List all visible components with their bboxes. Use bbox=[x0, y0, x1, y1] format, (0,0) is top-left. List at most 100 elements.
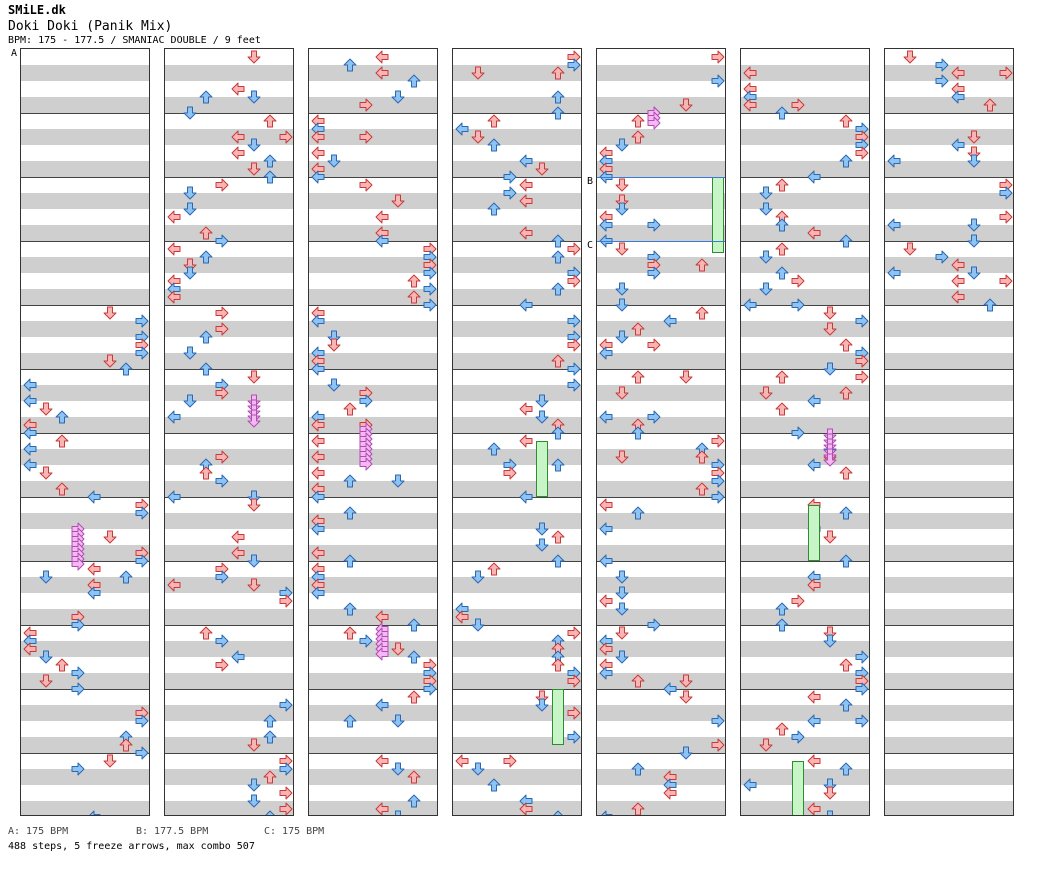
arrow-up-icon bbox=[551, 250, 565, 264]
bpm-change-line bbox=[597, 241, 725, 242]
beat-stripe bbox=[165, 705, 293, 721]
beat-stripe bbox=[741, 257, 869, 273]
arrow-down-icon bbox=[247, 90, 261, 104]
arrow-left-icon bbox=[231, 530, 245, 544]
arrow-right-icon bbox=[71, 557, 85, 571]
beat-stripe bbox=[165, 385, 293, 401]
arrow-right-icon bbox=[279, 762, 293, 776]
arrow-down-icon bbox=[967, 130, 981, 144]
arrow-up-icon bbox=[695, 306, 709, 320]
beat-stripe bbox=[885, 129, 1013, 145]
arrow-left-icon bbox=[807, 170, 821, 184]
arrow-right-icon bbox=[359, 130, 373, 144]
beat-stripe bbox=[309, 161, 437, 177]
arrow-up-icon bbox=[263, 170, 277, 184]
arrow-right-icon bbox=[279, 594, 293, 608]
beat-stripe bbox=[453, 609, 581, 625]
beat-stripe bbox=[165, 737, 293, 753]
chart-stats: 488 steps, 5 freeze arrows, max combo 50… bbox=[8, 841, 255, 852]
measure-line bbox=[885, 561, 1013, 562]
arrow-left-icon bbox=[951, 258, 965, 272]
arrow-down-icon bbox=[471, 618, 485, 632]
arrow-right-icon bbox=[567, 314, 581, 328]
arrow-left-icon bbox=[743, 778, 757, 792]
arrow-left-icon bbox=[951, 66, 965, 80]
measure-line bbox=[453, 497, 581, 498]
arrow-right-icon bbox=[855, 354, 869, 368]
beat-stripe bbox=[885, 257, 1013, 273]
arrow-left-icon bbox=[743, 298, 757, 312]
arrow-left-icon bbox=[167, 410, 181, 424]
arrow-down-icon bbox=[247, 794, 261, 808]
arrow-right-icon bbox=[279, 802, 293, 815]
arrow-left-icon bbox=[519, 802, 533, 815]
arrow-up-icon bbox=[551, 354, 565, 368]
arrow-left-icon bbox=[599, 346, 613, 360]
arrow-up-icon bbox=[839, 762, 853, 776]
beat-stripe bbox=[885, 705, 1013, 721]
arrow-up-icon bbox=[551, 106, 565, 120]
arrow-right-icon bbox=[279, 786, 293, 800]
arrow-down-icon bbox=[247, 162, 261, 176]
arrow-up-icon bbox=[343, 474, 357, 488]
measure-line bbox=[309, 113, 437, 114]
arrow-left-icon bbox=[887, 154, 901, 168]
arrow-down-icon bbox=[183, 394, 197, 408]
arrow-down-icon bbox=[823, 810, 837, 815]
arrow-down-icon bbox=[615, 330, 629, 344]
beat-stripe bbox=[309, 129, 437, 145]
arrow-left-icon bbox=[663, 786, 677, 800]
beat-stripe bbox=[597, 385, 725, 401]
beat-stripe bbox=[741, 609, 869, 625]
arrow-right-icon bbox=[935, 58, 949, 72]
arrow-up-icon bbox=[551, 234, 565, 248]
measure-line bbox=[885, 305, 1013, 306]
arrow-up-icon bbox=[551, 66, 565, 80]
arrow-up-icon bbox=[487, 138, 501, 152]
arrow-right-icon bbox=[71, 666, 85, 680]
chart-column-5 bbox=[596, 48, 726, 816]
arrow-down-icon bbox=[615, 178, 629, 192]
beat-stripe bbox=[453, 449, 581, 465]
arrow-down-icon bbox=[535, 698, 549, 712]
arrow-left-icon bbox=[519, 194, 533, 208]
beat-stripe bbox=[885, 577, 1013, 593]
beat-stripe bbox=[309, 801, 437, 815]
arrow-right-icon bbox=[647, 618, 661, 632]
beat-stripe bbox=[741, 289, 869, 305]
arrow-left-icon bbox=[311, 586, 325, 600]
beat-stripe bbox=[885, 353, 1013, 369]
arrow-right-icon bbox=[567, 242, 581, 256]
arrow-right-icon bbox=[135, 346, 149, 360]
arrow-down-icon bbox=[103, 306, 117, 320]
arrow-left-icon bbox=[599, 666, 613, 680]
beat-stripe bbox=[741, 385, 869, 401]
arrow-up-icon bbox=[263, 714, 277, 728]
beat-stripe bbox=[309, 513, 437, 529]
arrow-up-icon bbox=[839, 698, 853, 712]
measure-line bbox=[453, 561, 581, 562]
arrow-up-icon bbox=[983, 98, 997, 112]
arrow-right-icon bbox=[855, 370, 869, 384]
beat-stripe bbox=[453, 769, 581, 785]
arrow-left-icon bbox=[951, 290, 965, 304]
arrow-left-icon bbox=[375, 754, 389, 768]
arrow-right-icon bbox=[135, 314, 149, 328]
arrow-down-icon bbox=[823, 634, 837, 648]
arrow-down-icon bbox=[759, 250, 773, 264]
measure-line bbox=[741, 625, 869, 626]
arrow-up-icon bbox=[775, 402, 789, 416]
beat-stripe bbox=[597, 673, 725, 689]
measure-line bbox=[21, 113, 149, 114]
beat-stripe bbox=[885, 513, 1013, 529]
beat-stripe bbox=[309, 417, 437, 433]
beat-stripe bbox=[885, 289, 1013, 305]
beat-stripe bbox=[21, 737, 149, 753]
beat-stripe bbox=[309, 449, 437, 465]
arrow-down-icon bbox=[759, 202, 773, 216]
arrow-down-icon bbox=[535, 538, 549, 552]
arrow-up-icon bbox=[263, 770, 277, 784]
beat-stripe bbox=[21, 641, 149, 657]
measure-line bbox=[453, 177, 581, 178]
arrow-up-icon bbox=[839, 466, 853, 480]
